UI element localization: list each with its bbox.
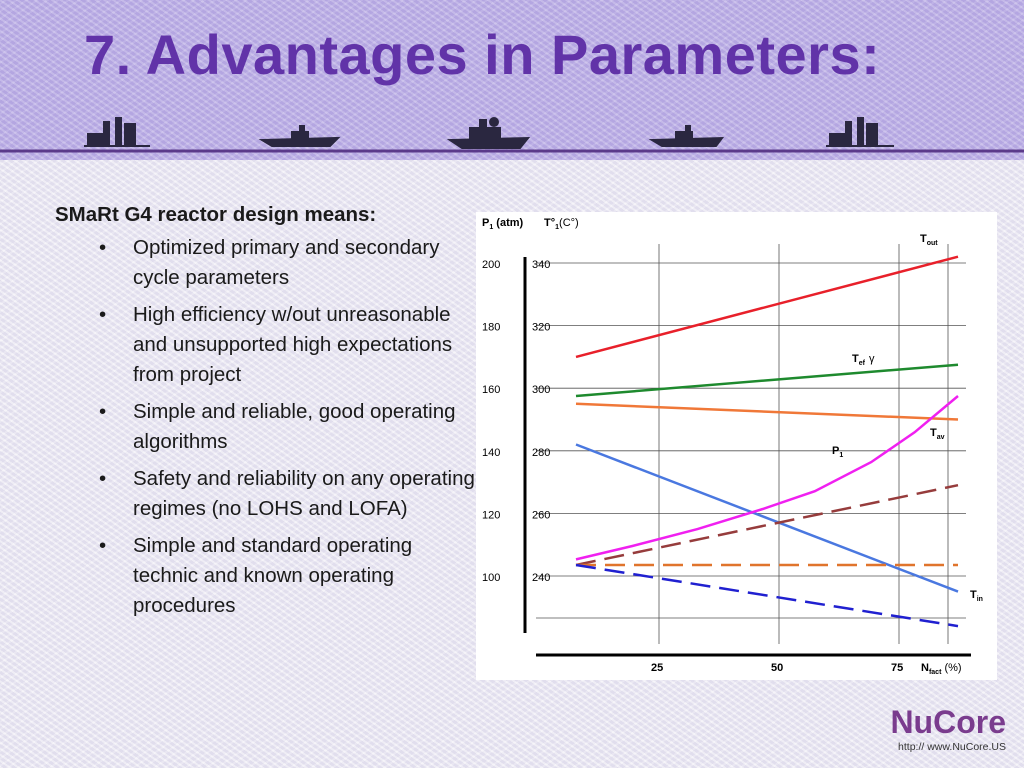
industrial-skyline-decoration	[0, 117, 1024, 153]
y-tick-label-pressure: 140	[482, 447, 500, 459]
bullet-list: Optimized primary and secondary cycle pa…	[55, 233, 475, 621]
bullet-item: High efficiency w/out unreasonable and u…	[55, 300, 475, 390]
y-axis-label-temperature: T°1(C°)	[544, 217, 579, 231]
nucore-logo: NuCore	[890, 704, 1006, 740]
series-label-in: Tin	[970, 589, 983, 603]
slide-title: 7. Advantages in Parameters:	[84, 23, 881, 86]
bullet-item: Optimized primary and secondary cycle pa…	[55, 233, 475, 293]
x-tick-label: 25	[651, 662, 663, 674]
y-tick-label-pressure: 120	[482, 509, 500, 521]
series-line-tav	[575, 402, 959, 421]
x-axis-label: Nfact (%)	[921, 662, 962, 676]
y-tick-label-pressure: 180	[482, 322, 500, 334]
bullet-item: Safety and reliability on any operating …	[55, 464, 475, 524]
y-axis-label-pressure: P1 (atm)	[482, 217, 524, 231]
x-tick-label: 50	[771, 662, 783, 674]
y-tick-label-temperature: 320	[532, 322, 550, 334]
intro-heading: SMaRt G4 reactor design means:	[55, 203, 377, 226]
text-content: SMaRt G4 reactor design means: Optimized…	[55, 203, 475, 628]
bullet-item: Simple and reliable, good operating algo…	[55, 397, 475, 457]
header-band: 7. Advantages in Parameters:	[0, 0, 1024, 160]
series-label-ef: Tef γ	[852, 353, 875, 367]
website-url[interactable]: http:// www.NuCore.US	[898, 741, 1006, 753]
series-line-tout	[575, 255, 959, 359]
series-label-out: Tout	[920, 233, 938, 247]
series-line-tef-	[575, 363, 959, 398]
chart-panel: P1 (atm) T°1(C°) 240 100 260 120 280 140 300 16…	[476, 212, 997, 680]
series-line-dashed-maroon	[575, 483, 959, 567]
y-tick-label-pressure: 100	[482, 572, 500, 584]
x-tick-label: 75	[891, 662, 903, 674]
series-line-p1	[575, 395, 959, 561]
y-tick-label-pressure: 200	[482, 259, 500, 271]
series-label-av: Tav	[930, 427, 945, 441]
y-tick-label-temperature: 300	[532, 384, 550, 396]
series-label-1: P1	[832, 445, 843, 459]
y-tick-label-temperature: 340	[532, 259, 550, 271]
brand-block: NuCore http:// www.NuCore.US	[890, 705, 1006, 753]
series-line-tin	[575, 443, 959, 593]
bullet-item: Simple and standard operating technic an…	[55, 531, 475, 621]
y-tick-label-temperature: 240	[532, 572, 550, 584]
series-line-dashed-blue	[575, 563, 959, 628]
y-tick-label-temperature: 280	[532, 447, 550, 459]
y-tick-label-temperature: 260	[532, 509, 550, 521]
parameters-chart: P1 (atm) T°1(C°) 240 100 260 120 280 140 300 16…	[482, 217, 983, 676]
y-tick-label-pressure: 160	[482, 384, 500, 396]
